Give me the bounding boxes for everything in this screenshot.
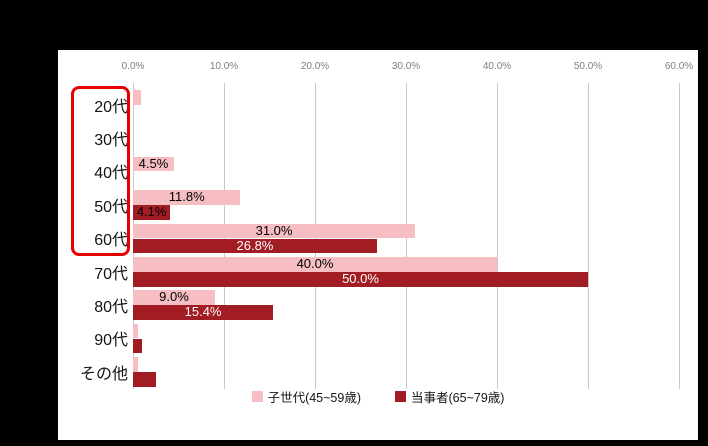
gridline xyxy=(588,83,589,389)
bar-value-label: 9.0% xyxy=(159,289,189,305)
bar-child-generation xyxy=(133,90,142,105)
bar-person-concerned xyxy=(133,338,143,354)
bar-person-concerned xyxy=(133,205,171,220)
bar-child-generation xyxy=(133,223,416,239)
category-label: 60代 xyxy=(94,232,128,250)
x-axis-tick-label: 30.0% xyxy=(391,61,421,72)
x-axis-tick-label: 40.0% xyxy=(482,61,512,72)
category-label: 40代 xyxy=(94,165,128,183)
bar-person-concerned xyxy=(133,238,377,254)
bar-value-label: 40.0% xyxy=(296,256,334,271)
legend-label: 当事者(65~79歳) xyxy=(411,390,505,405)
bar-person-concerned xyxy=(133,372,156,387)
bar-child-generation xyxy=(133,323,138,339)
bar-person-concerned xyxy=(133,305,274,320)
bar-value-label: 4.1% xyxy=(136,204,167,220)
bar-value-label: 31.0% xyxy=(255,222,293,238)
category-label: 30代 xyxy=(94,132,128,150)
x-axis-tick-label: 50.0% xyxy=(573,61,603,72)
gridline xyxy=(497,83,498,389)
x-axis-tick-label: 60.0% xyxy=(664,61,694,72)
bar-child-generation xyxy=(133,156,174,172)
legend-swatch xyxy=(395,390,406,402)
bar-child-generation xyxy=(133,257,497,272)
x-axis-tick-label: 10.0% xyxy=(209,61,239,72)
x-axis-tick-label: 0.0% xyxy=(121,61,145,72)
category-label: 50代 xyxy=(94,198,128,216)
bar-value-label: 4.5% xyxy=(138,155,169,171)
bar-child-generation xyxy=(133,290,215,305)
legend-label: 子世代(45~59歳) xyxy=(267,390,361,405)
bar-child-generation xyxy=(133,357,139,372)
bar-value-label: 11.8% xyxy=(168,189,205,205)
gridline xyxy=(679,83,680,389)
bar-value-label: 26.8% xyxy=(236,237,274,253)
category-label: 20代 xyxy=(94,98,128,116)
legend: 子世代(45~59歳) 当事者(65~79歳) xyxy=(58,386,698,406)
bar-person-concerned xyxy=(133,272,588,287)
bar-child-generation xyxy=(133,190,241,205)
legend-swatch xyxy=(251,390,263,402)
x-axis-tick-label: 20.0% xyxy=(300,61,330,72)
category-label: 80代 xyxy=(94,299,128,317)
category-label: その他 xyxy=(79,365,128,383)
legend-item: 子世代(45~59歳) xyxy=(251,387,361,406)
bar-value-label: 50.0% xyxy=(342,271,379,286)
highlight-frame xyxy=(71,86,130,256)
legend-item: 当事者(65~79歳) xyxy=(395,387,504,406)
category-label: 90代 xyxy=(94,332,128,350)
category-label: 70代 xyxy=(94,265,128,283)
bar-value-label: 15.4% xyxy=(184,304,222,320)
